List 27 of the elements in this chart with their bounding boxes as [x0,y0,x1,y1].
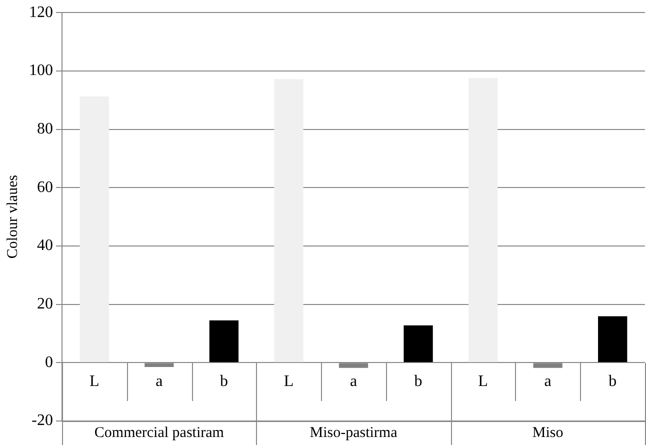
bar [598,316,628,362]
y-tick-label: 40 [37,237,53,254]
bar [404,325,433,362]
x-tick-label: a [350,373,358,390]
y-tick-label: 80 [37,120,53,138]
y-tick-label: 120 [29,4,53,21]
x-tick-label: a [544,373,552,390]
x-tick-label: L [478,373,488,390]
x-tick-label: b [608,373,617,390]
x-tick-label: b [220,373,228,390]
bar [209,320,239,362]
text: Commercial pastiram [94,424,224,441]
bar [274,79,304,362]
x-tick-label: a [156,373,163,390]
y-tick-label: 20 [37,296,53,313]
y-tick-label: 60 [37,178,53,196]
y-axis-title: Colour vlaues [4,174,21,259]
text: Miso-pastirma [310,424,398,441]
y-tick-label: 0 [45,354,53,371]
bar [80,96,109,362]
x-tick-label: L [284,373,294,390]
text: Miso [532,424,564,441]
y-tick-label: -20 [32,412,53,430]
y-tick-label: 100 [29,62,53,80]
x-tick-label: b [414,373,422,390]
x-tick-label: L [90,373,100,390]
bar [468,78,498,362]
